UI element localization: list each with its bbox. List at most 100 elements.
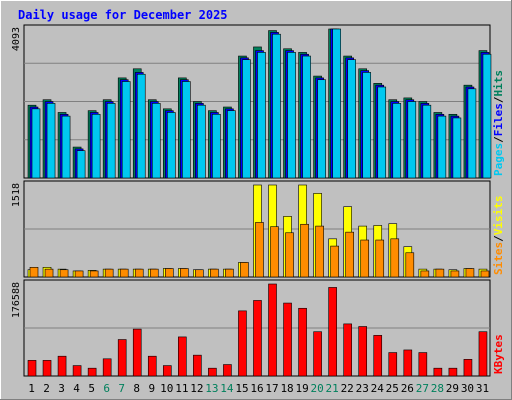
- bar-pages-day-28: [437, 115, 447, 179]
- bar-kbytes-day-28: [433, 367, 443, 377]
- day-label-4: 4: [73, 382, 80, 395]
- bar-pages-day-24: [377, 86, 387, 179]
- bar-pages-day-1: [31, 108, 41, 179]
- bar-pages-day-2: [46, 103, 56, 179]
- bar-pages-day-15: [242, 59, 251, 179]
- bar-sites-day-12: [195, 269, 204, 278]
- bar-pages-day-12: [197, 104, 206, 179]
- day-label-13: 13: [205, 382, 218, 395]
- bar-sites-day-1: [29, 267, 39, 278]
- day-label-1: 1: [28, 382, 35, 395]
- bar-pages-day-9: [151, 103, 161, 179]
- day-label-14: 14: [220, 382, 234, 395]
- bar-kbytes-day-2: [42, 360, 52, 377]
- bar-kbytes-day-13: [208, 367, 217, 377]
- bar-kbytes-day-23: [358, 326, 368, 377]
- bar-sites-day-3: [59, 269, 69, 278]
- legend-visits: Visits: [492, 196, 505, 236]
- bar-pages-day-14: [227, 110, 236, 179]
- day-label-21: 21: [326, 382, 339, 395]
- bar-pages-day-4: [76, 150, 86, 179]
- bar-sites-day-7: [119, 268, 129, 278]
- bar-pages-day-31: [482, 53, 492, 179]
- chart-title: Daily usage for December 2025: [18, 8, 228, 22]
- bar-sites-day-9: [149, 268, 159, 278]
- day-label-11: 11: [175, 382, 188, 395]
- bar-pages-day-19: [302, 55, 311, 179]
- bar-sites-day-31: [480, 270, 490, 278]
- day-label-24: 24: [371, 382, 385, 395]
- bar-pages-day-20: [317, 79, 326, 179]
- day-label-6: 6: [103, 382, 110, 395]
- chart-panels: 4093Pages/Files/Hits1518Sites/Visits1765…: [11, 24, 505, 377]
- bar-sites-day-15: [240, 262, 249, 278]
- legend-sites: Sites: [492, 242, 505, 275]
- bar-kbytes-day-12: [193, 354, 202, 377]
- legend-hits: Hits: [492, 70, 505, 97]
- bar-pages-day-26: [407, 101, 417, 179]
- day-axis: 1 2 3 4 5 6 7 8 9 10 11 12 13 14 15 16 17 18 19 20 21 22 23 24 2…: [28, 382, 489, 395]
- bar-kbytes-day-10: [162, 365, 172, 377]
- day-label-7: 7: [118, 382, 125, 395]
- bar-kbytes-day-22: [343, 323, 352, 377]
- legend-pages: Pages: [492, 143, 505, 176]
- bar-sites-day-21: [330, 245, 339, 278]
- bar-sites-day-28: [435, 268, 445, 278]
- bar-sites-day-5: [89, 270, 99, 278]
- day-label-15: 15: [235, 382, 248, 395]
- y-max-label: 1518: [11, 183, 22, 207]
- panel-visits-sites: 1518 Sites/Visits: [11, 180, 505, 278]
- day-label-3: 3: [58, 382, 65, 395]
- bar-sites-day-8: [134, 268, 144, 278]
- day-label-9: 9: [148, 382, 155, 395]
- bar-kbytes-day-11: [178, 336, 187, 377]
- bar-pages-day-22: [347, 59, 356, 179]
- bar-kbytes-day-30: [463, 359, 473, 377]
- day-label-23: 23: [356, 382, 369, 395]
- y-max-label: 176588: [11, 282, 22, 318]
- day-label-26: 26: [401, 382, 414, 395]
- bar-kbytes-day-4: [72, 365, 82, 377]
- day-label-8: 8: [133, 382, 140, 395]
- bar-kbytes-day-3: [57, 355, 67, 377]
- bar-kbytes-day-25: [388, 352, 398, 377]
- day-label-29: 29: [446, 382, 459, 395]
- bar-kbytes-day-24: [373, 335, 383, 377]
- bar-pages-day-7: [121, 81, 131, 179]
- panel-kbytes: 176588 KBytes: [11, 279, 505, 377]
- bar-sites-day-6: [104, 268, 114, 278]
- bar-kbytes-day-17: [268, 283, 277, 377]
- day-label-12: 12: [190, 382, 203, 395]
- bar-pages-day-30: [467, 88, 477, 179]
- bar-sites-day-27: [420, 270, 430, 278]
- bar-pages-day-29: [452, 117, 462, 179]
- bar-kbytes-day-14: [223, 364, 232, 377]
- bar-kbytes-day-29: [448, 367, 458, 377]
- bar-kbytes-day-21: [328, 287, 337, 377]
- bar-kbytes-day-15: [238, 310, 247, 377]
- bar-pages-day-10: [166, 112, 176, 179]
- bar-kbytes-day-1: [27, 360, 37, 377]
- legend-files: Files: [492, 103, 505, 136]
- legend-visits-sites: Sites/Visits: [492, 196, 505, 276]
- day-label-5: 5: [88, 382, 95, 395]
- legend-kbytes: KBytes: [492, 334, 505, 374]
- day-label-28: 28: [431, 382, 444, 395]
- bar-sites-day-18: [285, 232, 294, 278]
- bar-kbytes-day-16: [253, 300, 262, 377]
- bar-pages-day-21: [332, 28, 341, 179]
- bar-pages-day-5: [91, 113, 101, 179]
- bar-kbytes-day-27: [418, 352, 428, 377]
- day-label-16: 16: [250, 382, 263, 395]
- bar-pages-day-13: [212, 113, 221, 179]
- bar-kbytes-day-19: [298, 307, 307, 377]
- bar-kbytes-day-5: [87, 367, 97, 377]
- bar-pages-day-18: [287, 52, 296, 179]
- bar-pages-day-11: [182, 81, 191, 179]
- bar-sites-day-16: [255, 222, 264, 278]
- bar-kbytes-day-20: [313, 331, 322, 377]
- day-label-2: 2: [43, 382, 50, 395]
- bar-pages-day-27: [422, 104, 432, 179]
- bar-sites-day-26: [405, 252, 415, 278]
